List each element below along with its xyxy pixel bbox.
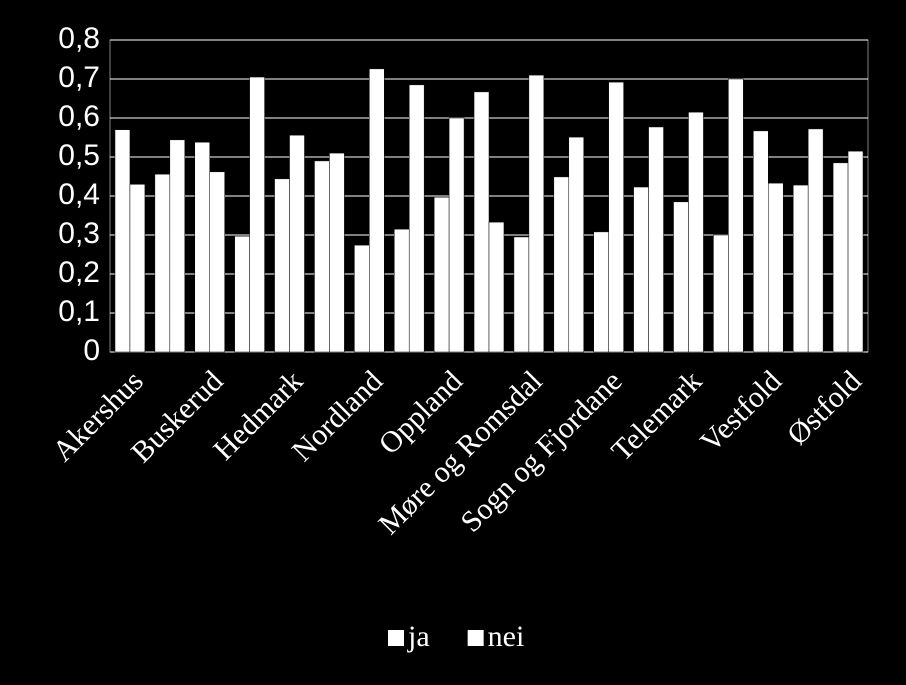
bar xyxy=(433,196,450,353)
bar xyxy=(289,134,305,353)
bar xyxy=(673,201,689,353)
bar xyxy=(274,178,290,353)
y-tick-label: 0,3 xyxy=(58,217,100,250)
y-tick-label: 0,4 xyxy=(58,178,100,211)
bar xyxy=(488,221,505,353)
bar xyxy=(832,162,849,353)
bar xyxy=(753,130,769,353)
bar xyxy=(194,141,210,353)
legend-swatch xyxy=(388,630,404,646)
bar xyxy=(807,128,824,353)
x-tick-label: Vestfold xyxy=(694,364,788,458)
bar xyxy=(394,228,410,353)
bar xyxy=(713,234,729,353)
bar xyxy=(513,236,530,353)
bar xyxy=(114,129,131,353)
bar xyxy=(369,68,385,353)
bar xyxy=(169,139,186,353)
y-tick-label: 0 xyxy=(83,334,100,367)
y-tick-label: 0,7 xyxy=(58,61,100,94)
bar xyxy=(354,244,370,353)
bar xyxy=(234,235,250,353)
legend-swatch xyxy=(467,630,484,646)
bar xyxy=(129,184,146,353)
bar xyxy=(608,81,624,353)
y-tick-label: 0,8 xyxy=(58,22,100,55)
x-tick-label: Østfold xyxy=(781,364,868,451)
bar xyxy=(688,111,704,353)
y-tick-label: 0,6 xyxy=(58,100,100,133)
bar xyxy=(154,173,171,353)
bar xyxy=(249,76,265,353)
legend-label: ja xyxy=(407,620,430,653)
bar xyxy=(568,136,585,353)
bar xyxy=(728,78,744,353)
bar xyxy=(768,182,784,353)
bar xyxy=(209,171,225,353)
bar xyxy=(553,176,570,353)
y-tick-label: 0,2 xyxy=(58,256,100,289)
legend-label: nei xyxy=(488,620,525,653)
bar xyxy=(633,186,649,353)
bar xyxy=(847,150,864,353)
bar xyxy=(648,126,664,353)
bar xyxy=(329,152,345,353)
bar xyxy=(448,117,465,353)
bar xyxy=(593,231,609,353)
bar xyxy=(528,74,545,353)
bar xyxy=(314,160,330,353)
bar xyxy=(792,184,809,353)
y-tick-label: 0,1 xyxy=(58,295,100,328)
bar xyxy=(473,91,490,353)
y-tick-label: 0,5 xyxy=(58,139,100,172)
bar xyxy=(408,84,425,353)
